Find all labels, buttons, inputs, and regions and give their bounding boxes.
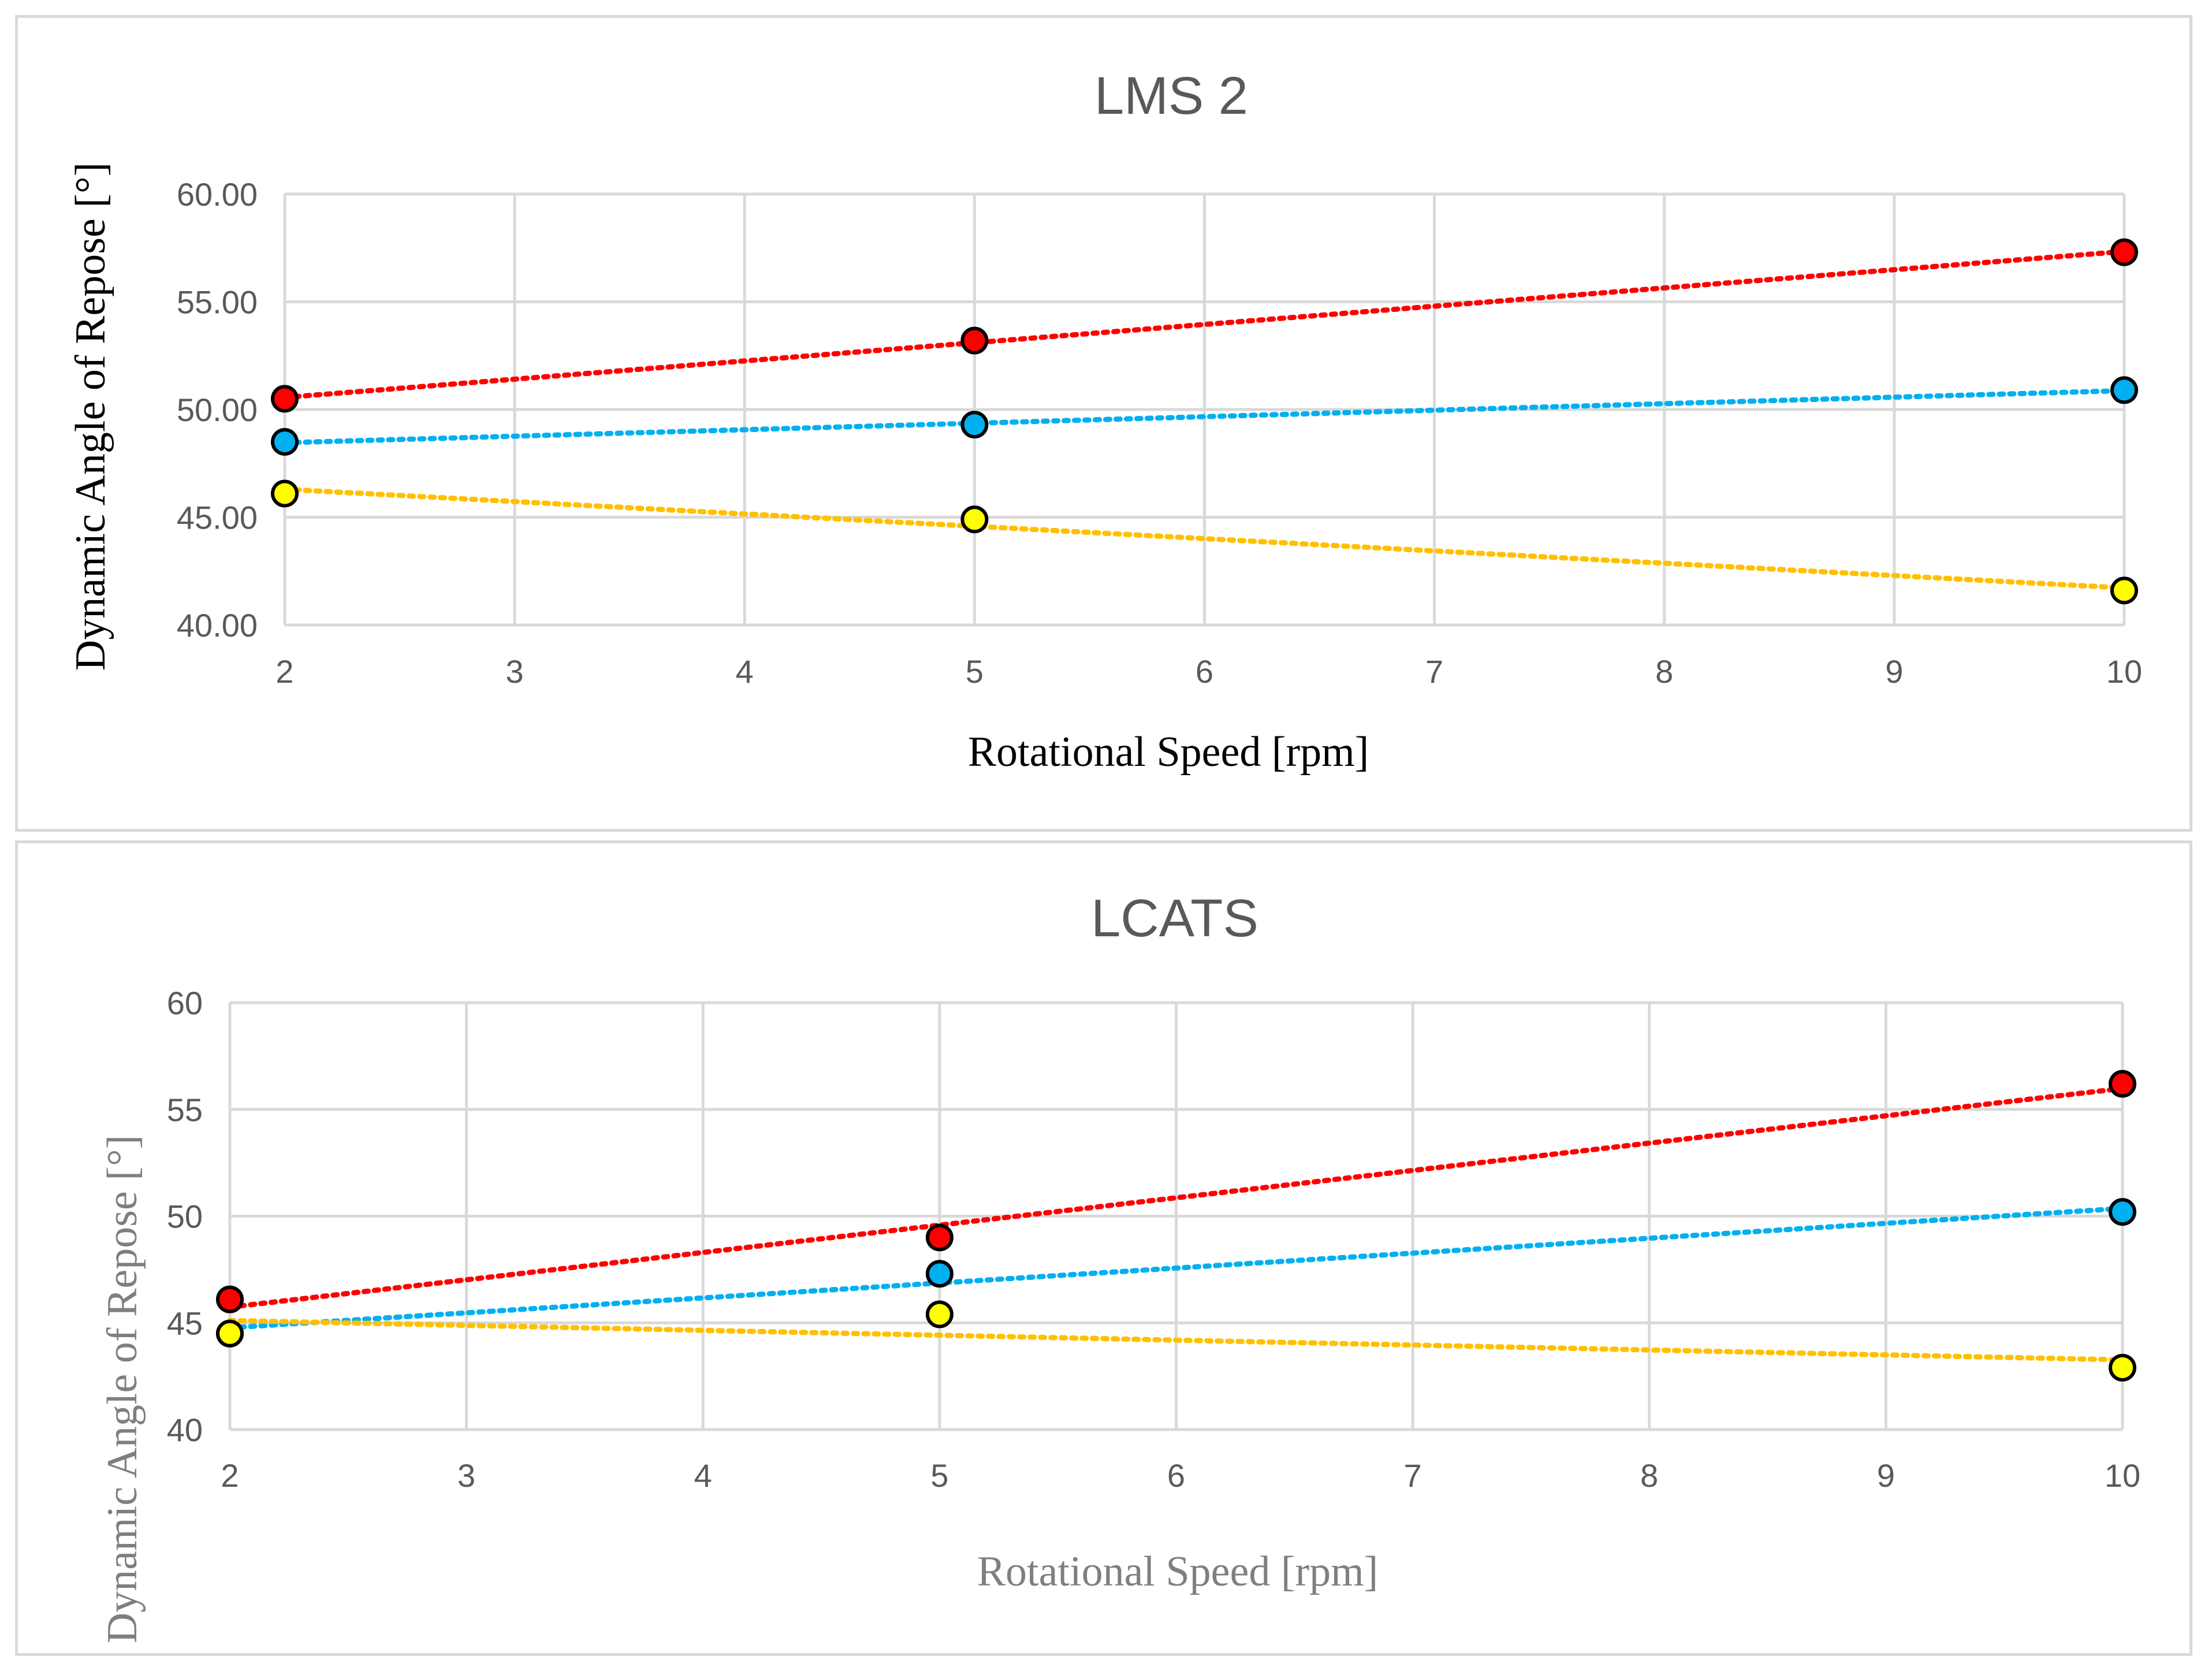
data-points xyxy=(271,238,2138,605)
data-point-blue xyxy=(2110,376,2138,404)
x-tick-label: 3 xyxy=(506,653,524,690)
x-tick-label: 7 xyxy=(1404,1457,1422,1494)
data-point-yellow xyxy=(2110,576,2138,605)
trendline-yellow xyxy=(227,1318,2125,1363)
x-tick-label: 6 xyxy=(1167,1457,1185,1494)
y-axis-label: Dynamic Angle of Repose [°] xyxy=(67,162,114,671)
trendlines xyxy=(227,1085,2125,1363)
x-tick-label: 4 xyxy=(736,653,754,690)
x-tick-label: 3 xyxy=(457,1457,475,1494)
y-tick-label: 55.00 xyxy=(177,284,258,321)
x-tick-label: 9 xyxy=(1885,653,1903,690)
data-point-red xyxy=(925,1223,954,1252)
x-tick-label: 2 xyxy=(275,653,293,690)
data-point-red xyxy=(216,1285,244,1313)
x-tick-label: 4 xyxy=(694,1457,712,1494)
data-point-red xyxy=(2109,1070,2136,1098)
y-axis-label: Dynamic Angle of Repose [°] xyxy=(99,1135,146,1643)
tick-labels: 2 3 4 5 6 7 8 9 10 40.00 45.00 50.00 55.00 60.00 xyxy=(177,176,2142,690)
y-tick-label: 50.00 xyxy=(177,392,258,428)
x-tick-label: 7 xyxy=(1425,653,1443,690)
trendline-red xyxy=(282,248,2127,400)
data-point-blue xyxy=(2109,1198,2136,1226)
x-tick-label: 5 xyxy=(930,1457,948,1494)
x-tick-label: 5 xyxy=(966,653,984,690)
data-points xyxy=(216,1070,2136,1382)
x-tick-label: 9 xyxy=(1877,1457,1895,1494)
data-point-yellow xyxy=(271,479,299,508)
chart-panel-lms2: LMS 2 2 3 4 5 6 7 8 9 10 40.00 45.00 50.00 55.00 60.0… xyxy=(15,15,2192,832)
trendlines xyxy=(282,248,2127,591)
data-point-red xyxy=(2110,238,2138,266)
data-point-blue xyxy=(271,427,299,456)
y-tick-label: 45 xyxy=(167,1305,203,1341)
y-tick-label: 45.00 xyxy=(177,500,258,536)
data-point-blue xyxy=(925,1260,954,1288)
trendline-red xyxy=(227,1085,2125,1310)
y-tick-label: 40 xyxy=(167,1412,203,1448)
gridlines xyxy=(228,1001,2124,1431)
x-tick-label: 10 xyxy=(2105,1457,2140,1494)
y-tick-label: 60 xyxy=(167,985,203,1021)
x-axis-label: Rotational Speed [rpm] xyxy=(968,728,1369,776)
y-tick-label: 50 xyxy=(167,1199,203,1235)
x-tick-label: 8 xyxy=(1640,1457,1658,1494)
chart-title: LMS 2 xyxy=(1094,66,1248,125)
x-tick-label: 10 xyxy=(2106,653,2142,690)
data-point-red xyxy=(271,385,299,413)
data-point-yellow xyxy=(2109,1353,2136,1382)
y-tick-label: 40.00 xyxy=(177,607,258,643)
x-tick-label: 6 xyxy=(1196,653,1213,690)
y-tick-label: 60.00 xyxy=(177,176,258,213)
chart-title: LCATS xyxy=(1091,889,1258,948)
data-point-yellow xyxy=(216,1319,244,1348)
chart-panel-lcats: LCATS 2 3 4 5 6 7 8 9 10 40 45 50 55 60 Rotational Sp… xyxy=(15,840,2192,1656)
trendline-blue xyxy=(227,1205,2125,1331)
data-point-yellow xyxy=(925,1300,954,1328)
lms2-chart: LMS 2 2 3 4 5 6 7 8 9 10 40.00 45.00 50.00 55.00 60.0… xyxy=(67,66,2142,776)
data-point-blue xyxy=(960,411,989,439)
trendline-blue xyxy=(282,388,2127,445)
y-tick-label: 55 xyxy=(167,1092,203,1128)
data-point-yellow xyxy=(960,505,989,534)
gridlines xyxy=(283,192,2126,627)
x-axis-label: Rotational Speed [rpm] xyxy=(977,1548,1379,1595)
x-tick-label: 2 xyxy=(221,1457,239,1494)
data-point-red xyxy=(960,326,989,355)
x-tick-label: 8 xyxy=(1655,653,1673,690)
trendline-yellow xyxy=(282,486,2127,591)
